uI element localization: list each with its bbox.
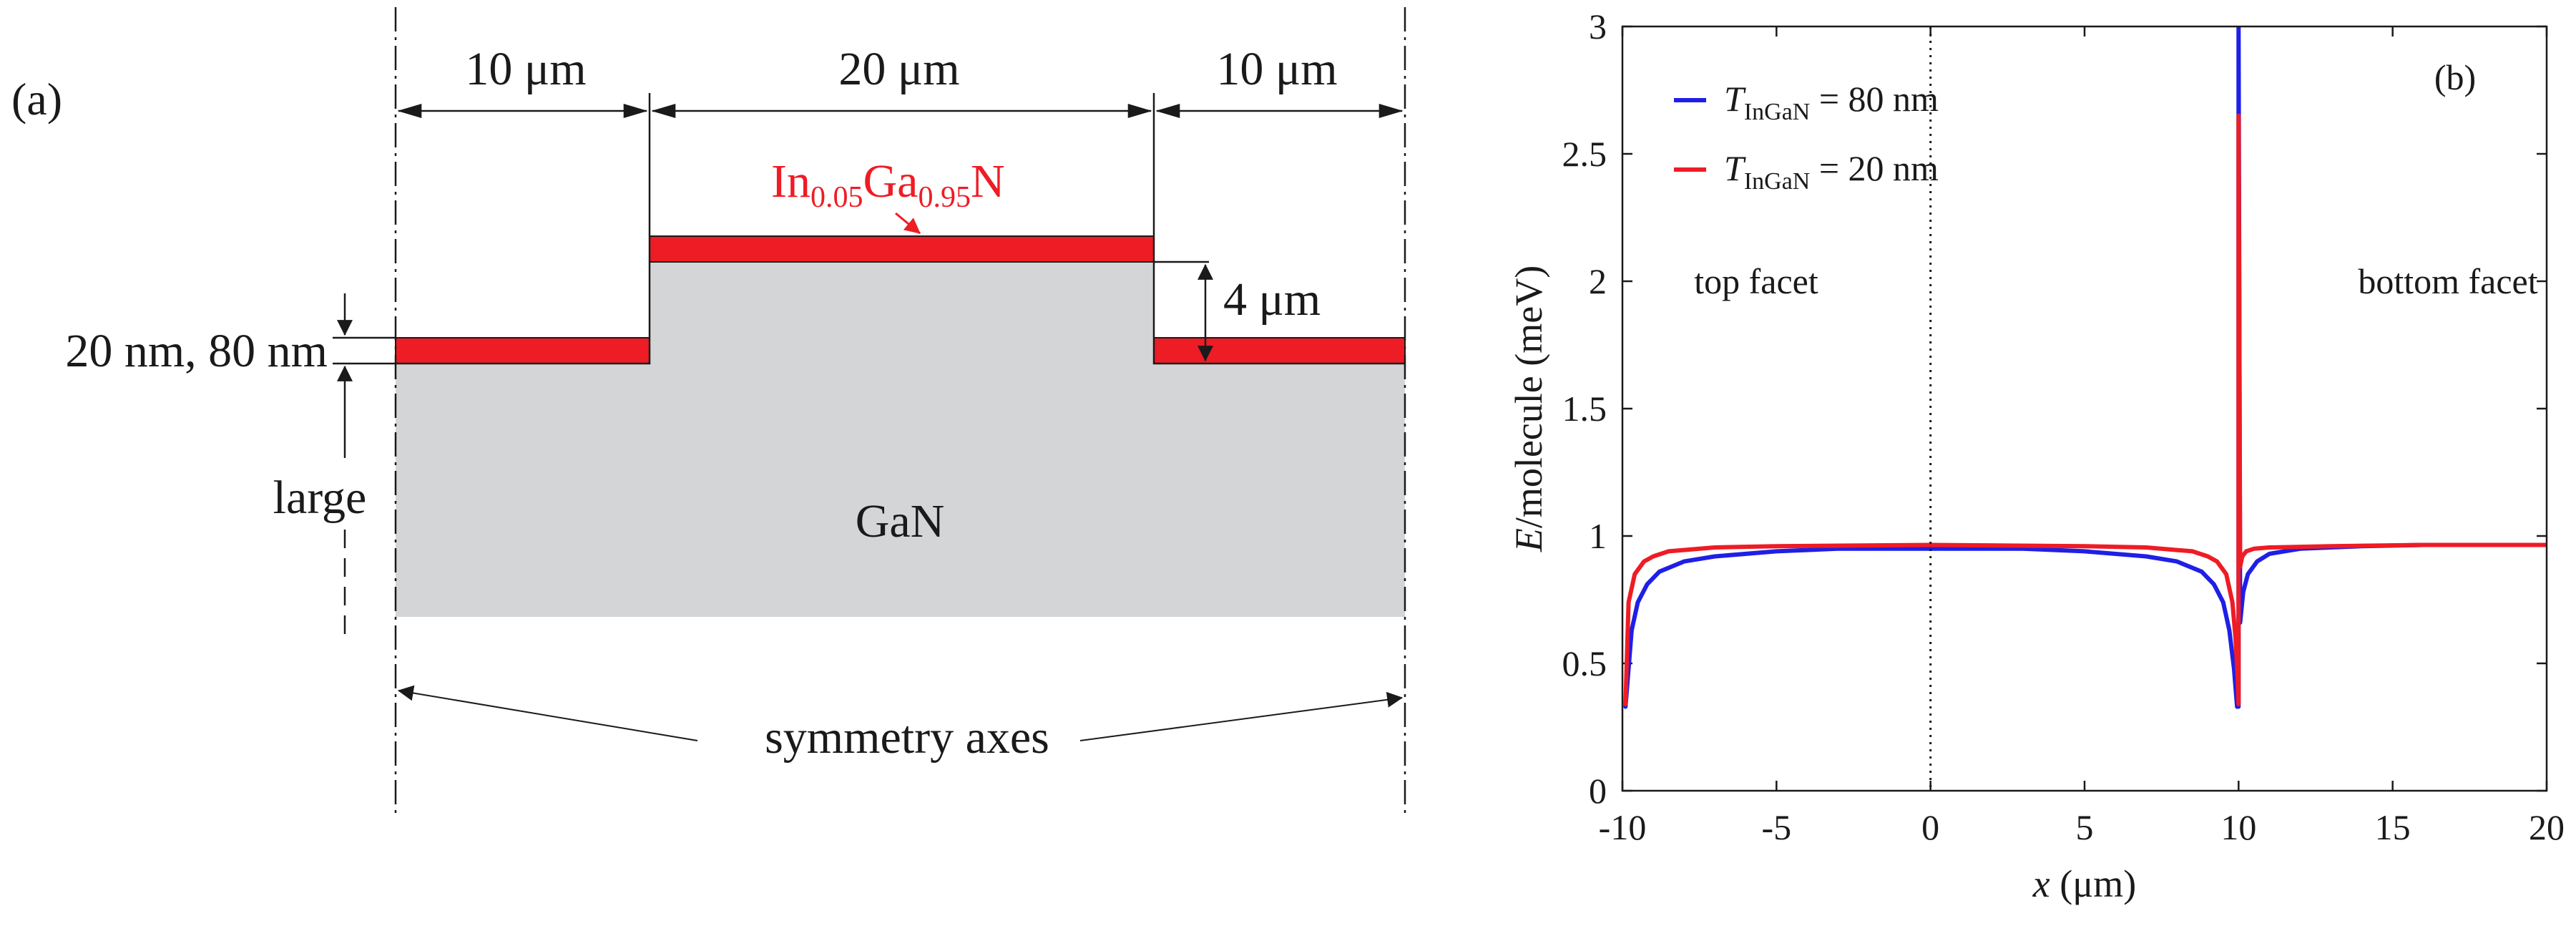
step-outline [396, 236, 651, 365]
panel-b-label: (b) [2434, 57, 2476, 97]
x-tick-label: 5 [2076, 807, 2094, 847]
y-tick-label: 2 [1589, 261, 1607, 301]
panel-a-label: (a) [11, 74, 62, 125]
dim-label-left: 10 μm [465, 43, 586, 95]
thickness-label: 20 nm, 80 nm [65, 325, 328, 377]
ingan-pointer-arrow [895, 212, 921, 235]
panel-b-chart: -10 -5 0 5 10 15 20 0 0.5 1 1.5 2 2.5 3 (b) TInGaN = … [1507, 6, 2565, 905]
y-tick-label: 0.5 [1562, 643, 1607, 683]
y-axis-label: E/molecule (meV) [1507, 265, 1550, 552]
legend-label-80nm: TInGaN = 80 nm [1724, 79, 1939, 125]
annotation-bottom-facet: bottom facet [2358, 261, 2537, 301]
y-tick-label: 1.5 [1562, 389, 1607, 429]
gan-substrate [396, 262, 1405, 617]
dim-label-middle: 20 μm [838, 43, 959, 95]
x-tick-label: -5 [1762, 807, 1792, 847]
plot-frame [1621, 25, 2548, 792]
ingan-composition-label: In0.05Ga0.95N [771, 155, 1005, 214]
x-tick-label: 15 [2375, 807, 2411, 847]
step-height-label: 4 μm [1223, 273, 1321, 326]
series-layer [1623, 26, 2547, 709]
gan-label: GaN [856, 495, 945, 547]
y-tick-label: 2.5 [1562, 134, 1607, 174]
series-line-20nm [1623, 113, 2547, 706]
dim-label-right: 10 μm [1216, 43, 1337, 95]
x-tick-label: 20 [2529, 807, 2565, 847]
y-tick-label: 1 [1589, 516, 1607, 556]
axis-ticks: -10 -5 0 5 10 15 20 0 0.5 1 1.5 2 2.5 3 [1562, 6, 2565, 847]
annotation-top-facet: top facet [1694, 261, 1818, 301]
step-outline-right [1152, 236, 1405, 365]
series-line-80nm [1623, 26, 2547, 709]
ingan-layer-middle [649, 235, 1155, 263]
x-tick-label: 10 [2220, 807, 2256, 847]
y-tick-label: 0 [1589, 771, 1607, 811]
x-tick-label: 0 [1921, 807, 1939, 847]
symmetry-arrow-right [1079, 691, 1404, 741]
panel-a-schematic: (a) GaN 10 μm 20 μm 10 μm In0.05Ga0.95N … [11, 7, 1406, 816]
ingan-layer-left [395, 337, 650, 364]
symmetry-axes-label: symmetry axes [765, 711, 1049, 764]
depth-label: large [273, 472, 367, 524]
legend: TInGaN = 80 nm TInGaN = 20 nm [1674, 79, 1939, 195]
symmetry-arrow-left [397, 685, 698, 741]
ingan-layer-right [1153, 337, 1406, 364]
plot-area [1622, 26, 2547, 791]
y-tick-label: 3 [1589, 6, 1607, 47]
x-axis-label: x (μm) [2032, 862, 2136, 905]
x-tick-label: -10 [1599, 807, 1647, 847]
legend-label-20nm: TInGaN = 20 nm [1724, 148, 1939, 195]
